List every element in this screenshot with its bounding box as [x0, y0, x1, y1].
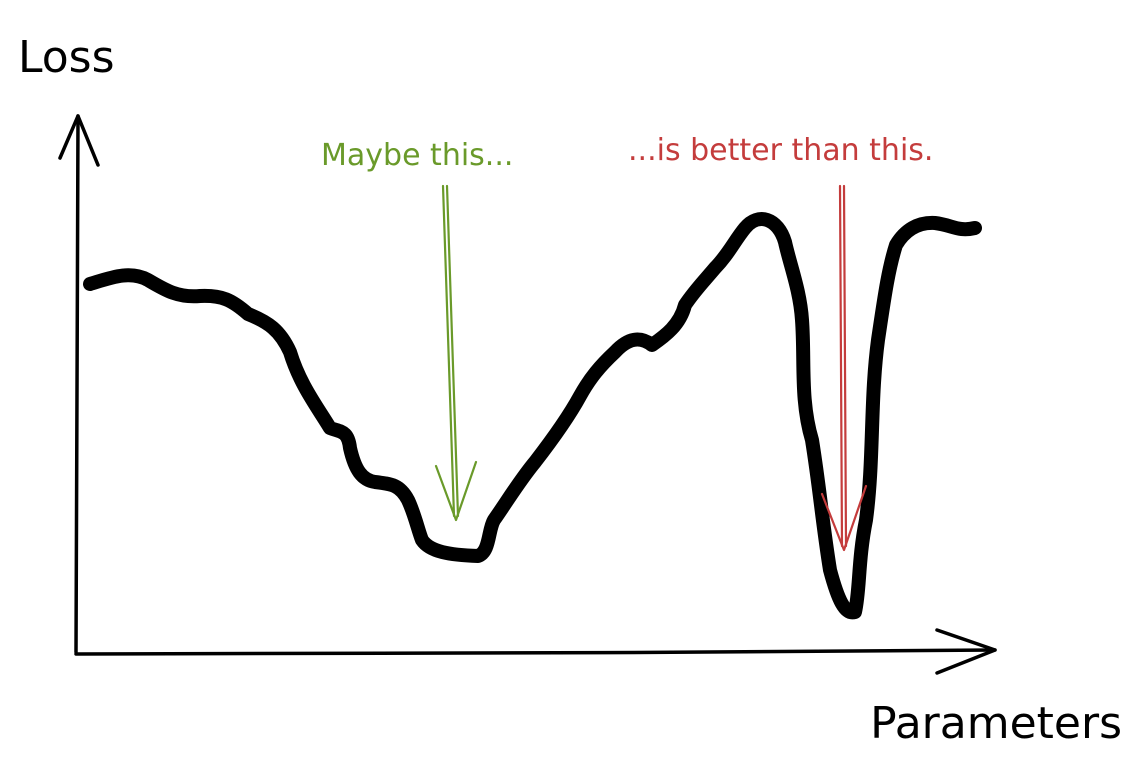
sharp-minimum-arrow — [820, 184, 868, 552]
wide-minimum-arrow-shaft — [441, 184, 456, 518]
sharp-minimum-arrow-shaft-double — [842, 184, 848, 548]
sharp-minimum-annotation: ...is better than this. — [628, 133, 933, 168]
wide-minimum-annotation: Maybe this... — [321, 138, 513, 173]
y-axis-arrowhead — [58, 114, 100, 167]
x-axis-line — [74, 648, 997, 656]
x-axis-arrowhead — [935, 628, 997, 675]
x-axis-title: Parameters — [870, 698, 1122, 749]
loss-curve — [83, 212, 982, 620]
wide-minimum-arrow-shaft-double — [445, 184, 460, 518]
wide-minimum-arrowhead — [434, 460, 478, 522]
sharp-minimum-arrowhead — [820, 484, 868, 552]
axes — [58, 114, 997, 675]
y-axis-title: Loss — [18, 32, 115, 83]
sharp-minimum-arrow-shaft — [838, 184, 844, 548]
y-axis-line — [74, 114, 80, 654]
wide-minimum-arrow — [434, 184, 478, 522]
